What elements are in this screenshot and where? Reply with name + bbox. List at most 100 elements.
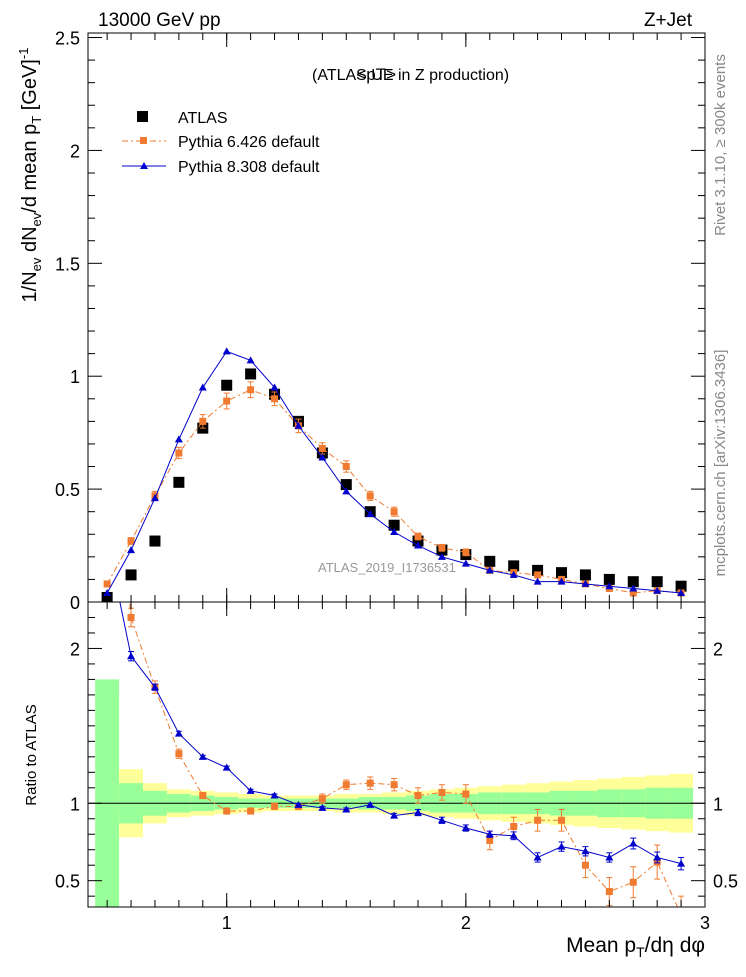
x-axis-title: Mean pT/dη dφ xyxy=(566,934,705,960)
ratio-data-layer xyxy=(88,602,705,907)
ratio-pythia8-point xyxy=(677,859,686,867)
ratio-pythia8-point xyxy=(485,830,494,838)
main-data-point xyxy=(532,564,544,576)
ratio-pythia8-point xyxy=(629,839,638,847)
x-title-part-1: Mean p xyxy=(566,934,636,957)
ratio-pythia6-point xyxy=(366,779,374,787)
main-y-tick-label: 0 xyxy=(70,593,80,613)
ratio-pythia6-point xyxy=(414,792,422,800)
main-y-axis-title: 1/Nev dNev/d mean pT [GeV]-1 xyxy=(16,48,44,303)
ratio-pythia8-point xyxy=(437,816,446,824)
main-pythia8-point xyxy=(629,584,638,592)
main-pythia8-point xyxy=(103,588,112,596)
main-plot-title: <pT> xyxy=(356,65,396,84)
main-pythia8-point xyxy=(485,566,494,574)
ratio-pythia6-point xyxy=(581,861,589,869)
ratio-pythia8-point xyxy=(174,729,183,737)
main-pythia8-point xyxy=(581,579,590,587)
main-data-point xyxy=(340,479,352,491)
ratio-pythia6-point xyxy=(629,878,637,886)
main-y-tick-label: 1.5 xyxy=(55,254,80,274)
ratio-pythia6-point xyxy=(318,795,326,803)
main-pythia8-point xyxy=(461,559,470,567)
main-data-point xyxy=(149,535,161,547)
main-data-point xyxy=(603,573,615,585)
ratio-pythia8-point xyxy=(246,786,255,794)
x-tick-label: 2 xyxy=(461,913,471,933)
main-pythia6-point xyxy=(175,449,183,457)
mcplots-label: mcplots.cern.ch [arXiv:1306.3436] xyxy=(712,350,729,577)
main-data-point xyxy=(125,569,137,581)
ratio-y-axis-title: Ratio to ATLAS xyxy=(23,704,40,805)
main-pythia6-point xyxy=(534,571,542,579)
ratio-pythia8-point xyxy=(222,763,231,771)
ratio-plot-panel: 0.5 0.5 1 1 2 2 1 2 3 xyxy=(55,601,738,933)
main-pythia8-point xyxy=(390,528,399,536)
ratio-inner-band xyxy=(95,679,120,907)
ratio-pythia6-point xyxy=(271,802,279,810)
ratio-pythia8-point xyxy=(318,803,327,811)
main-pythia8-point xyxy=(127,546,136,554)
ratio-pythia6-point xyxy=(486,836,494,844)
ratio-pythia8-point xyxy=(198,752,207,760)
main-pythia8-point xyxy=(246,356,255,364)
main-pythia6-point xyxy=(247,386,255,394)
ratio-pythia6-point xyxy=(605,888,613,896)
main-pythia6-point xyxy=(342,463,350,471)
main-pythia8-point xyxy=(222,347,231,355)
ratio-pythia8-point xyxy=(366,800,375,808)
legend-entry-pythia6: Pythia 6.426 default xyxy=(122,134,320,151)
energy-label: 13000 GeV pp xyxy=(98,10,221,31)
main-pythia6-point xyxy=(103,580,111,588)
y-title-sub-t: T xyxy=(29,116,44,124)
ratio-pythia8-point xyxy=(653,853,662,861)
ratio-pythia6-point xyxy=(175,750,183,758)
main-pythia6-point xyxy=(629,589,637,597)
main-y-tick-label: 0.5 xyxy=(55,480,80,500)
main-pythia8-point xyxy=(653,586,662,594)
main-data-point xyxy=(221,379,233,391)
analysis-watermark: ATLAS_2019_I1736531 xyxy=(318,560,456,575)
ratio-pythia6-point xyxy=(247,807,255,815)
svg-text:1/Nev dNev/d mean pT [GeV]-1: 1/Nev dNev/d mean pT [GeV]-1 xyxy=(16,48,44,303)
legend-atlas-label: ATLAS xyxy=(178,110,228,127)
ratio-pythia8-point xyxy=(461,824,470,832)
x-tick-label: 3 xyxy=(700,913,710,933)
main-pythia6-point xyxy=(318,444,326,452)
main-data-point xyxy=(388,519,400,531)
main-pythia8-point xyxy=(198,383,207,391)
main-pythia8-point xyxy=(509,570,518,578)
ratio-pythia8-point xyxy=(557,842,566,850)
ratio-y-tick-label: 2 xyxy=(70,639,80,659)
ratio-pythia6-point xyxy=(438,788,446,796)
main-pythia6-point xyxy=(390,508,398,516)
ratio-pythia6-point xyxy=(510,822,518,830)
main-pythia8-point xyxy=(605,582,614,590)
y-title-sub-ev2: ev xyxy=(29,212,44,226)
ratio-pythia6-point xyxy=(199,792,207,800)
rivet-version-label: Rivet 3.1.10, ≥ 300k events xyxy=(712,54,729,236)
main-pythia6-point xyxy=(366,492,374,500)
ratio-pythia8-point xyxy=(150,683,159,691)
legend-pythia8-marker xyxy=(140,162,148,169)
main-y-tick-label: 1 xyxy=(70,367,80,387)
ratio-y-tick-label: 1 xyxy=(70,794,80,814)
legend-pythia6-marker xyxy=(140,137,147,144)
main-data-point xyxy=(627,576,639,588)
ratio-pythia8-point xyxy=(414,808,423,816)
main-pythia8-point xyxy=(533,577,542,585)
legend-pythia8-label: Pythia 8.308 default xyxy=(178,159,320,176)
main-plot-panel: ATLAS_2019_I1736531 0 0.5 1 1.5 2 2.5 <pT> (A… xyxy=(55,29,706,613)
ratio-pythia8-point xyxy=(342,805,351,813)
main-data-point xyxy=(579,569,591,581)
ratio-pythia8-point xyxy=(127,652,136,660)
main-pythia8-point xyxy=(150,494,159,502)
main-data-point xyxy=(412,535,424,547)
ratio-frame xyxy=(87,601,706,908)
main-plot-subtitle: (ATLAS UE in Z production) xyxy=(312,67,509,84)
legend-entry-atlas: ATLAS xyxy=(137,110,228,127)
main-pythia6-point xyxy=(199,417,207,425)
main-data-point xyxy=(508,560,520,572)
ratio-pythia8-point xyxy=(605,853,614,861)
